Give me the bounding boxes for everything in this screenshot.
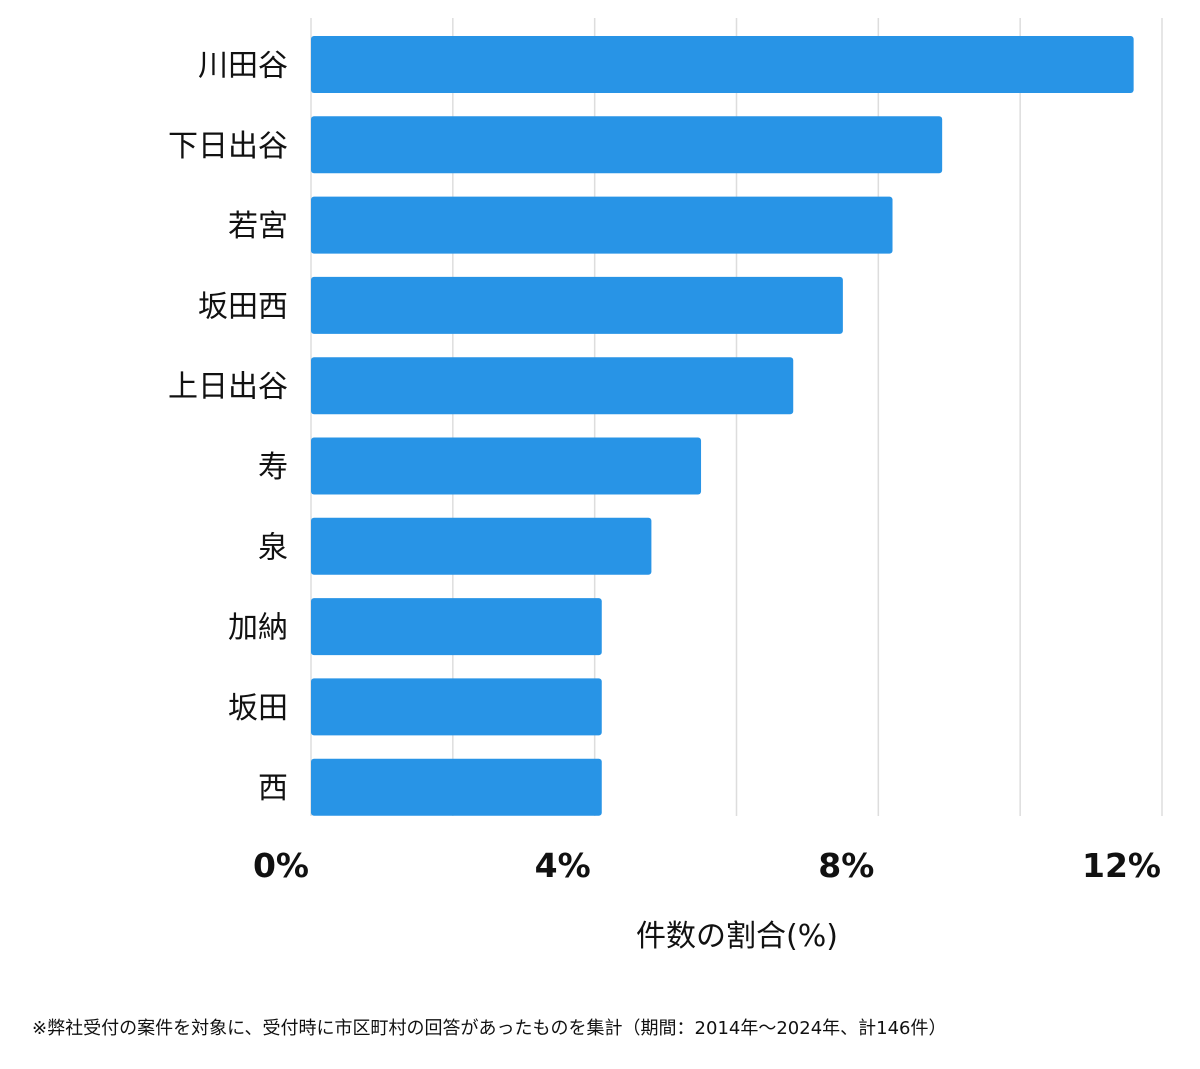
bar <box>311 517 652 575</box>
bar <box>311 598 602 656</box>
category-label: 若宮 <box>228 209 288 244</box>
bar <box>311 678 602 736</box>
tick-labels: 0% 4% 8% 12% <box>253 846 1161 885</box>
category-label: 加納 <box>228 611 288 646</box>
category-label: 坂田 <box>228 691 288 726</box>
tick-label: 8% <box>818 846 874 885</box>
x-axis-title: 件数の割合(%) <box>636 919 838 954</box>
tick-label: 12% <box>1082 846 1161 885</box>
bar <box>311 276 843 334</box>
category-label: 西 <box>258 771 288 806</box>
category-label: 下日出谷 <box>168 129 288 164</box>
tick-label: 4% <box>535 846 591 885</box>
category-label: 川田谷 <box>198 49 288 84</box>
bar <box>311 357 794 415</box>
footnote: ※弊社受付の案件を対象に、受付時に市区町村の回答があったものを集計（期間：201… <box>32 1018 947 1039</box>
category-label: 上日出谷 <box>168 370 288 405</box>
category-label: 泉 <box>258 530 288 565</box>
bar <box>311 437 702 495</box>
tick-label: 0% <box>253 846 309 885</box>
bar <box>311 116 943 174</box>
bar <box>311 36 1134 93</box>
bar <box>311 196 893 254</box>
category-label: 坂田西 <box>198 289 288 324</box>
bars <box>311 36 1134 816</box>
category-label: 寿 <box>258 450 288 485</box>
bar <box>311 758 602 816</box>
